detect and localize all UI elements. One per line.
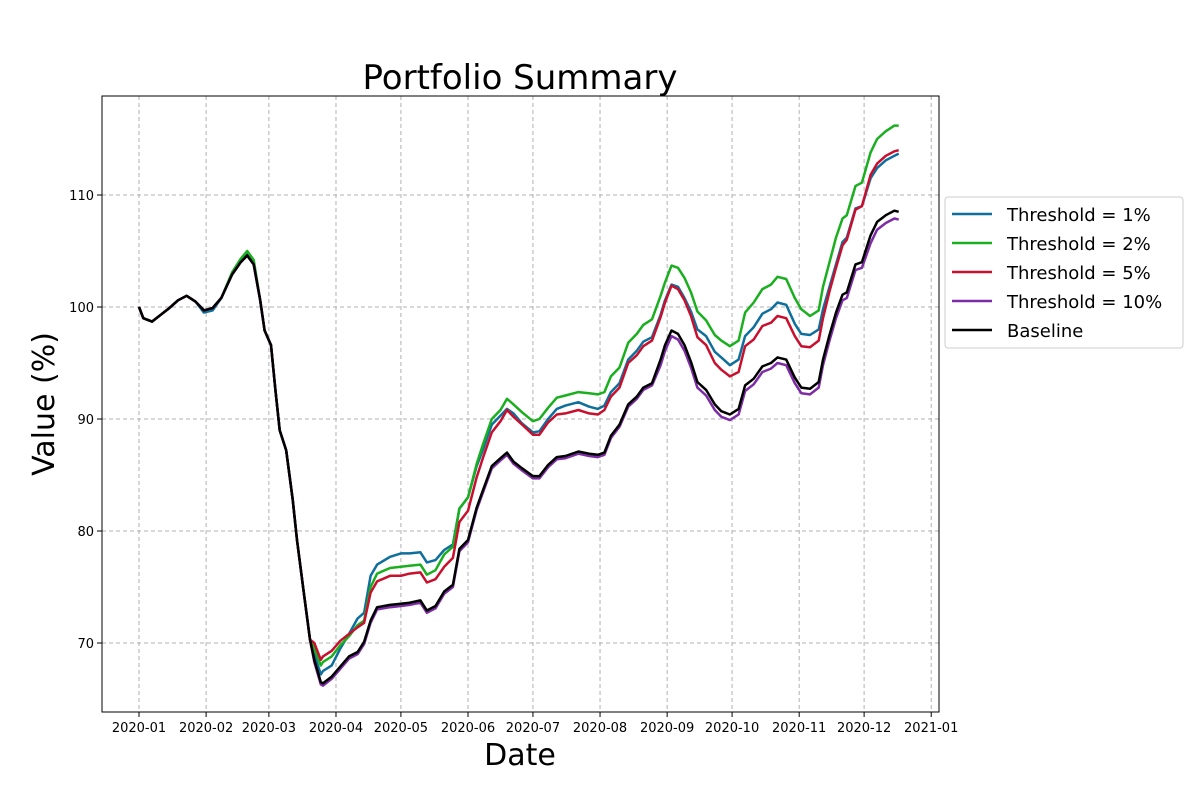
chart-title: Portfolio Summary bbox=[363, 58, 678, 98]
legend-label: Threshold = 2% bbox=[1006, 234, 1151, 255]
series-line-2 bbox=[137, 148, 900, 662]
legend-label: Threshold = 10% bbox=[1006, 292, 1162, 313]
series-line-0 bbox=[137, 152, 900, 676]
y-tick-label: 90 bbox=[77, 413, 94, 428]
legend-label: Threshold = 5% bbox=[1006, 263, 1151, 284]
x-tick-label: 2020-12 bbox=[837, 721, 891, 736]
x-tick-label: 2020-07 bbox=[506, 721, 560, 736]
plot-frame bbox=[101, 95, 940, 713]
x-tick-label: 2020-09 bbox=[640, 721, 694, 736]
x-tick-label: 2020-11 bbox=[772, 721, 826, 736]
y-tick-label: 70 bbox=[77, 637, 94, 652]
y-tick-label: 110 bbox=[69, 189, 94, 204]
x-tick-label: 2020-08 bbox=[573, 721, 627, 736]
x-tick-label: 2020-03 bbox=[242, 721, 296, 736]
legend-box bbox=[944, 196, 1184, 349]
legend-label: Baseline bbox=[1007, 321, 1083, 342]
legend: Threshold = 1% Threshold = 2% Threshold = … bbox=[944, 196, 1184, 349]
x-tick-label: 2020-01 bbox=[112, 721, 166, 736]
gridlines bbox=[102, 96, 939, 712]
series-line-3 bbox=[137, 217, 900, 687]
y-tick-label: 80 bbox=[77, 525, 94, 540]
x-tick-label: 2020-10 bbox=[705, 721, 759, 736]
x-axis-label: Date bbox=[484, 738, 556, 773]
x-tick-label: 2020-06 bbox=[441, 721, 495, 736]
x-tick-label: 2020-02 bbox=[179, 721, 233, 736]
series-line-1 bbox=[137, 124, 899, 667]
x-tick-label: 2021-01 bbox=[904, 721, 958, 736]
y-tick-label: 100 bbox=[69, 301, 94, 316]
axis-ticks: 2020-01 2020-02 2020-03 2020-04 2020-05 2020-… bbox=[69, 189, 958, 736]
series-line-4 bbox=[137, 209, 900, 685]
x-tick-label: 2020-05 bbox=[374, 721, 428, 736]
series-lines bbox=[137, 124, 900, 687]
x-tick-label: 2020-04 bbox=[309, 721, 363, 736]
y-axis-label: Value (%) bbox=[27, 332, 62, 476]
legend-label: Threshold = 1% bbox=[1006, 205, 1151, 226]
